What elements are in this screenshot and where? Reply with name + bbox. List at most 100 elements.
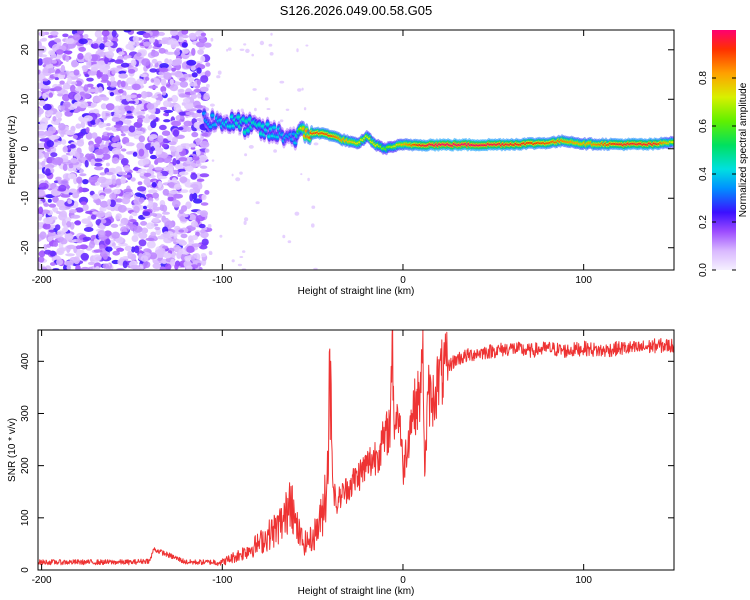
noise-blob bbox=[105, 127, 112, 131]
noise-blob bbox=[41, 37, 47, 42]
noise-blob bbox=[106, 211, 112, 218]
noise-speckle bbox=[237, 263, 242, 267]
noise-blob bbox=[179, 77, 186, 82]
noise-blob bbox=[147, 189, 158, 194]
noise-blob bbox=[111, 117, 121, 122]
noise-blob bbox=[76, 30, 84, 35]
noise-blob bbox=[94, 181, 101, 186]
noise-blob bbox=[118, 51, 125, 56]
noise-speckle bbox=[301, 87, 304, 91]
noise-blob bbox=[86, 60, 92, 69]
noise-blob bbox=[47, 236, 53, 242]
noise-blob bbox=[115, 95, 121, 102]
noise-blob bbox=[111, 69, 116, 75]
noise-blob bbox=[120, 217, 129, 226]
noise-blob bbox=[142, 32, 151, 39]
noise-blob bbox=[185, 143, 190, 150]
spectrogram-y-tick-label: 10 bbox=[20, 93, 31, 105]
colorbar-tick-label: 0.4 bbox=[698, 167, 709, 181]
noise-blob bbox=[38, 58, 43, 66]
noise-blob bbox=[83, 227, 94, 232]
noise-blob bbox=[118, 73, 128, 79]
noise-blob bbox=[39, 231, 47, 240]
noise-blob bbox=[65, 217, 72, 223]
noise-blob bbox=[106, 132, 114, 136]
noise-speckle bbox=[243, 43, 247, 46]
noise-blob bbox=[200, 55, 206, 63]
noise-speckle bbox=[305, 44, 309, 47]
noise-speckle bbox=[206, 83, 210, 88]
noise-blob bbox=[137, 168, 147, 172]
noise-blob bbox=[168, 168, 174, 176]
noise-blob bbox=[178, 240, 187, 246]
noise-blob bbox=[99, 244, 105, 250]
noise-blob bbox=[158, 251, 164, 258]
noise-blob bbox=[69, 151, 76, 156]
noise-blob bbox=[163, 112, 169, 117]
noise-blob bbox=[117, 204, 127, 213]
noise-blob bbox=[163, 252, 172, 259]
noise-blob bbox=[122, 260, 128, 269]
noise-blob bbox=[50, 183, 56, 190]
noise-blob bbox=[190, 93, 198, 100]
noise-blob bbox=[74, 87, 84, 92]
noise-blob bbox=[150, 154, 157, 160]
noise-blob bbox=[88, 88, 98, 93]
noise-blob bbox=[168, 190, 179, 194]
noise-blob bbox=[103, 188, 112, 193]
noise-blob bbox=[186, 59, 197, 66]
noise-blob bbox=[150, 146, 156, 152]
noise-blob bbox=[90, 158, 96, 166]
noise-blob bbox=[169, 78, 174, 86]
snr-y-tick-label: 100 bbox=[20, 509, 31, 526]
noise-blob bbox=[191, 243, 202, 248]
noise-speckle bbox=[207, 224, 212, 229]
noise-speckle bbox=[282, 234, 286, 239]
noise-blob bbox=[201, 238, 209, 246]
noise-blob bbox=[41, 117, 50, 121]
noise-blob bbox=[163, 100, 170, 108]
noise-speckle bbox=[242, 250, 246, 253]
noise-blob bbox=[77, 53, 84, 60]
noise-blob bbox=[74, 220, 81, 225]
noise-blob bbox=[140, 221, 148, 226]
noise-blob bbox=[56, 211, 61, 214]
noise-blob bbox=[48, 203, 57, 208]
noise-blob bbox=[167, 196, 174, 202]
noise-blob bbox=[113, 188, 121, 195]
noise-blob bbox=[38, 107, 44, 115]
noise-blob bbox=[124, 245, 132, 252]
noise-speckle bbox=[231, 259, 235, 263]
noise-blob bbox=[41, 160, 46, 168]
noise-blob bbox=[146, 240, 156, 249]
noise-blob bbox=[178, 248, 183, 255]
spectrogram-frame bbox=[37, 29, 675, 271]
noise-blob bbox=[129, 224, 138, 232]
noise-speckle bbox=[209, 103, 215, 107]
noise-blob bbox=[154, 166, 163, 171]
noise-blob bbox=[38, 152, 45, 159]
noise-blob bbox=[83, 84, 89, 92]
noise-blob bbox=[60, 105, 66, 110]
noise-blob bbox=[78, 101, 89, 109]
noise-blob bbox=[105, 246, 113, 252]
noise-blob bbox=[151, 58, 158, 64]
noise-blob bbox=[96, 210, 106, 218]
noise-blob bbox=[153, 141, 160, 150]
noise-blob bbox=[43, 203, 50, 207]
noise-blob bbox=[143, 41, 151, 47]
ridge-cell bbox=[257, 123, 262, 126]
noise-blob bbox=[130, 177, 136, 182]
noise-blob bbox=[50, 53, 57, 59]
noise-blob bbox=[38, 189, 46, 197]
noise-blob bbox=[48, 229, 56, 233]
ridge-cell bbox=[229, 115, 235, 118]
noise-blob bbox=[115, 109, 122, 113]
noise-blob bbox=[144, 152, 149, 158]
noise-blob bbox=[190, 256, 195, 262]
noise-blob bbox=[196, 109, 203, 114]
noise-blob bbox=[196, 36, 205, 39]
noise-blob bbox=[66, 265, 72, 270]
noise-blob bbox=[97, 37, 102, 41]
noise-speckle bbox=[311, 223, 315, 228]
